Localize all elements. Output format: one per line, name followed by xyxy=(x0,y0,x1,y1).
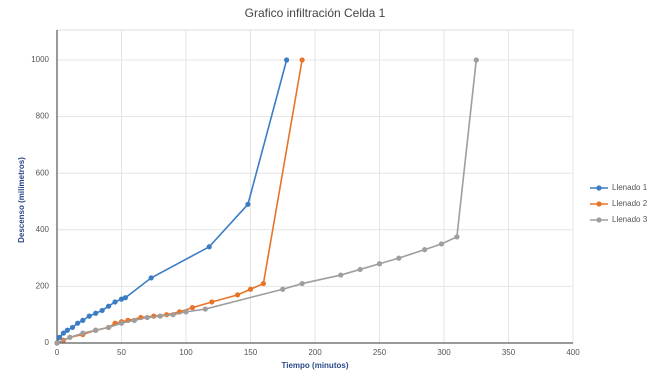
point xyxy=(422,247,428,253)
legend-label: Llenado 1 xyxy=(612,183,648,192)
point xyxy=(106,324,112,331)
legend-marker xyxy=(596,217,602,223)
x-tick-label: 200 xyxy=(308,348,322,357)
point xyxy=(454,234,460,240)
point xyxy=(235,292,241,298)
chart-title: Grafico infiltración Celda 1 xyxy=(245,6,386,20)
x-tick-label: 250 xyxy=(373,348,387,357)
x-axis-label: Tiempo (minutos) xyxy=(282,361,349,370)
series-line xyxy=(56,59,478,344)
y-tick-label: 1000 xyxy=(31,55,49,64)
point xyxy=(338,272,344,278)
point xyxy=(69,324,76,331)
point xyxy=(473,57,479,63)
point xyxy=(357,266,363,273)
point xyxy=(189,305,196,311)
legend-marker xyxy=(596,185,602,191)
y-tick-label: 0 xyxy=(45,338,50,347)
point xyxy=(144,314,150,321)
point xyxy=(112,299,118,305)
point xyxy=(157,313,163,319)
x-tick-label: 300 xyxy=(437,348,451,357)
point xyxy=(106,303,112,309)
point xyxy=(206,244,212,250)
legend-label: Llenado 2 xyxy=(612,199,648,208)
y-axis-label: Descenso (milímetros) xyxy=(17,157,26,243)
point xyxy=(299,57,305,63)
point xyxy=(93,327,99,333)
point xyxy=(75,320,81,326)
point xyxy=(280,286,286,292)
point xyxy=(54,340,60,346)
point xyxy=(86,313,92,319)
point xyxy=(64,327,70,333)
point xyxy=(148,275,154,281)
point xyxy=(202,306,208,312)
point xyxy=(260,280,266,287)
x-tick-label: 350 xyxy=(502,348,516,357)
point xyxy=(247,286,254,292)
y-tick-label: 200 xyxy=(36,282,50,291)
point xyxy=(131,317,137,323)
point xyxy=(118,320,125,326)
point xyxy=(396,255,402,261)
point xyxy=(209,299,215,305)
point xyxy=(170,312,176,318)
point xyxy=(122,295,128,301)
x-tick-label: 50 xyxy=(117,348,126,357)
point xyxy=(56,334,63,340)
legend-label: Llenado 3 xyxy=(612,215,648,224)
x-tick-label: 100 xyxy=(179,348,193,357)
y-tick-label: 400 xyxy=(36,225,50,234)
legend-marker xyxy=(596,201,602,207)
point xyxy=(67,334,73,340)
point xyxy=(80,317,86,323)
y-tick-label: 600 xyxy=(36,168,50,177)
x-tick-label: 0 xyxy=(55,348,60,357)
point xyxy=(376,261,383,267)
point xyxy=(93,310,99,316)
y-tick-label: 800 xyxy=(36,112,50,121)
x-tick-label: 150 xyxy=(244,348,258,357)
point xyxy=(245,201,251,207)
point xyxy=(299,280,305,287)
point xyxy=(284,57,290,63)
point xyxy=(80,330,86,336)
point xyxy=(183,309,189,315)
point xyxy=(99,307,105,314)
point xyxy=(60,330,67,336)
point xyxy=(438,241,445,247)
x-tick-label: 400 xyxy=(566,348,580,357)
